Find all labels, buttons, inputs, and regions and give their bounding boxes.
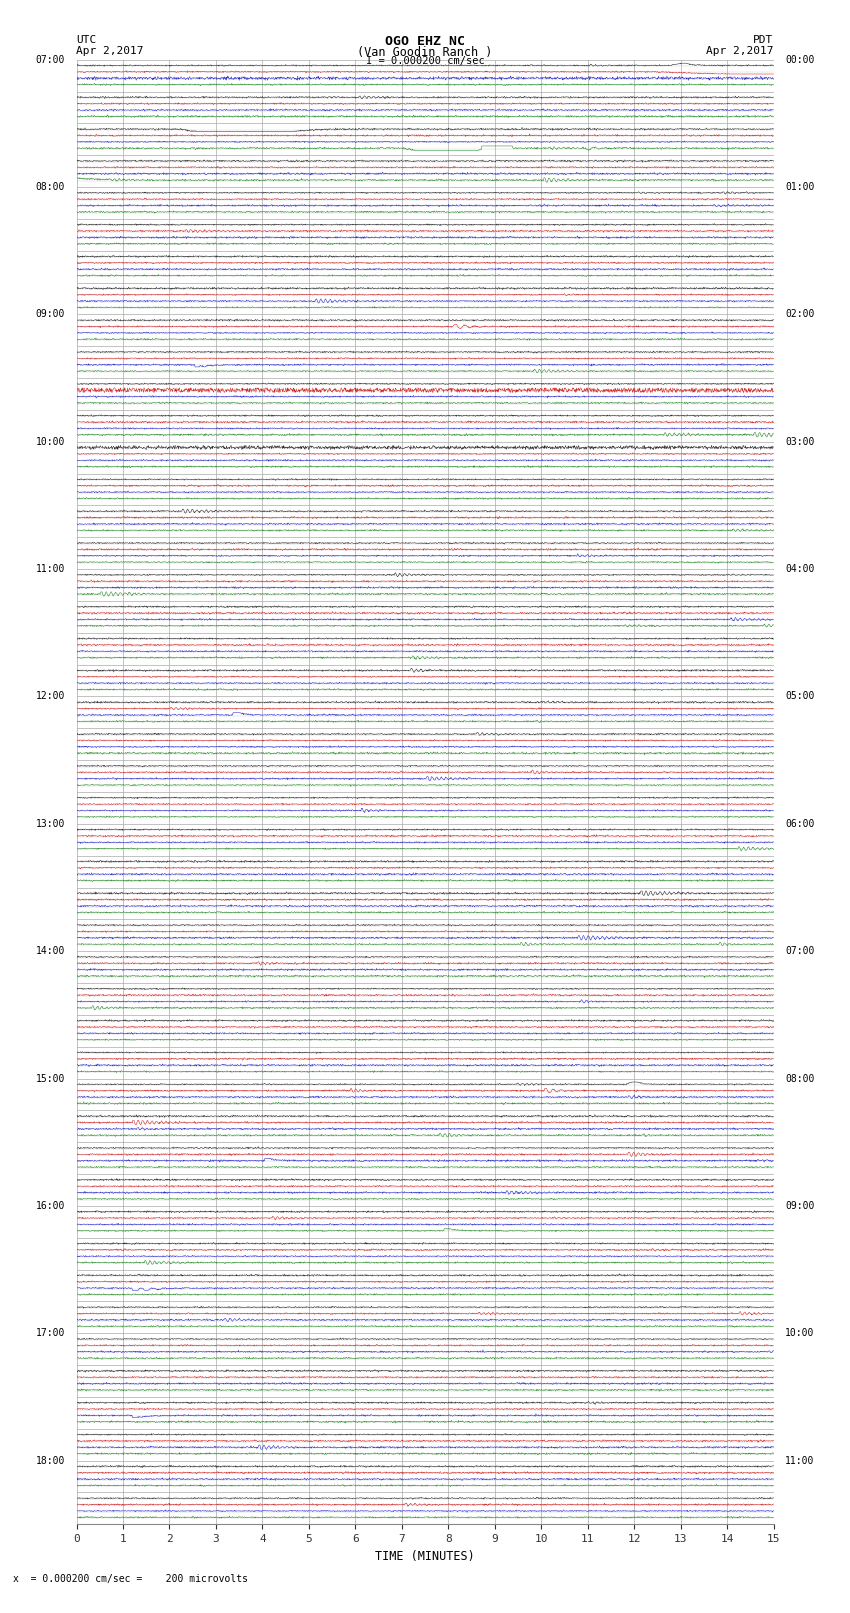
Text: PDT: PDT: [753, 35, 774, 45]
Text: 09:00: 09:00: [36, 310, 65, 319]
X-axis label: TIME (MINUTES): TIME (MINUTES): [375, 1550, 475, 1563]
Text: 00:00: 00:00: [785, 55, 814, 65]
Text: 14:00: 14:00: [36, 947, 65, 957]
Text: 03:00: 03:00: [785, 437, 814, 447]
Text: I = 0.000200 cm/sec: I = 0.000200 cm/sec: [366, 56, 484, 66]
Text: 06:00: 06:00: [785, 819, 814, 829]
Text: x  = 0.000200 cm/sec =    200 microvolts: x = 0.000200 cm/sec = 200 microvolts: [13, 1574, 247, 1584]
Text: 09:00: 09:00: [785, 1202, 814, 1211]
Text: 07:00: 07:00: [36, 55, 65, 65]
Text: 04:00: 04:00: [785, 565, 814, 574]
Text: 12:00: 12:00: [36, 692, 65, 702]
Text: 18:00: 18:00: [36, 1455, 65, 1466]
Text: 10:00: 10:00: [36, 437, 65, 447]
Text: 15:00: 15:00: [36, 1074, 65, 1084]
Text: UTC: UTC: [76, 35, 97, 45]
Text: 17:00: 17:00: [36, 1327, 65, 1339]
Text: Apr 2,2017: Apr 2,2017: [706, 45, 774, 56]
Text: 10:00: 10:00: [785, 1327, 814, 1339]
Text: 02:00: 02:00: [785, 310, 814, 319]
Text: 16:00: 16:00: [36, 1202, 65, 1211]
Text: (Van Goodin Ranch ): (Van Goodin Ranch ): [357, 45, 493, 60]
Text: Apr 2,2017: Apr 2,2017: [76, 45, 144, 56]
Text: 08:00: 08:00: [36, 182, 65, 192]
Text: 13:00: 13:00: [36, 819, 65, 829]
Text: 11:00: 11:00: [785, 1455, 814, 1466]
Text: 08:00: 08:00: [785, 1074, 814, 1084]
Text: 05:00: 05:00: [785, 692, 814, 702]
Text: 11:00: 11:00: [36, 565, 65, 574]
Text: 01:00: 01:00: [785, 182, 814, 192]
Text: OGO EHZ NC: OGO EHZ NC: [385, 35, 465, 48]
Text: 07:00: 07:00: [785, 947, 814, 957]
